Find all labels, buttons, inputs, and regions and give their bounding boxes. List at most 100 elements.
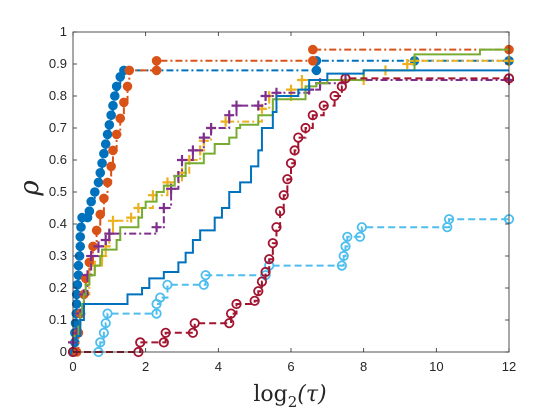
data-point: [231, 100, 242, 111]
data-point: [282, 174, 293, 185]
data-point: [198, 132, 209, 143]
data-point: [354, 231, 366, 242]
y-tick-label: 0.9: [49, 56, 67, 71]
data-point: [160, 327, 171, 338]
y-tick-label: 0: [60, 344, 67, 359]
data-point: [86, 251, 97, 261]
data-point: [402, 59, 413, 69]
data-point: [256, 276, 268, 287]
data-point: [119, 97, 129, 108]
data-point: [158, 337, 169, 348]
series-line: [73, 218, 509, 353]
data-point: [102, 177, 113, 188]
data-point: [267, 238, 278, 249]
data-point: [99, 148, 109, 159]
data-point: [224, 318, 235, 329]
data-point: [102, 129, 113, 140]
series-0: [68, 56, 514, 357]
data-point: [356, 222, 367, 233]
y-tick-label: 0.1: [49, 312, 67, 327]
x-tick-label: 6: [287, 359, 294, 374]
data-point: [307, 110, 318, 121]
data-point: [231, 298, 242, 310]
data-point: [115, 113, 126, 124]
data-point: [177, 155, 187, 165]
series-3: [68, 75, 514, 348]
data-point: [187, 145, 198, 156]
data-point: [253, 100, 264, 111]
series-line: [73, 48, 509, 337]
data-point: [296, 75, 307, 85]
y-tick-label: 0.6: [49, 152, 67, 167]
data-point: [224, 110, 235, 121]
data-point: [318, 100, 329, 111]
data-point: [158, 203, 169, 213]
data-point: [111, 129, 122, 140]
data-point: [100, 235, 111, 245]
data-point: [206, 123, 217, 133]
x-tick-label: 4: [215, 359, 222, 374]
data-point: [311, 65, 322, 76]
series-layer: [67, 44, 515, 358]
data-point: [443, 214, 455, 225]
data-point: [111, 81, 122, 92]
data-point: [108, 100, 118, 111]
data-point: [90, 187, 100, 197]
data-point: [98, 327, 109, 338]
data-point: [107, 215, 118, 226]
y-tick-label: 0.4: [49, 216, 67, 231]
x-tick-label: 12: [502, 359, 516, 374]
x-tick-label: 2: [142, 359, 149, 374]
series-5: [67, 214, 515, 358]
data-point: [100, 318, 111, 329]
data-point: [308, 56, 318, 66]
data-point: [285, 158, 297, 169]
data-point: [187, 327, 198, 338]
data-point: [274, 206, 286, 217]
x-axis-label-argument: (τ): [297, 382, 326, 407]
x-tick-label: 8: [360, 359, 367, 374]
y-tick-label: 1: [60, 24, 67, 39]
data-point: [336, 81, 347, 92]
y-tick-label: 0.7: [49, 120, 67, 135]
y-tick-label: 0.8: [49, 88, 67, 103]
data-point: [340, 241, 351, 252]
data-point: [104, 120, 115, 130]
series-7: [73, 69, 509, 347]
x-axis-label-subscript: 2: [288, 393, 298, 411]
data-point: [106, 161, 116, 172]
data-point: [271, 222, 282, 233]
data-point: [260, 266, 271, 278]
x-tick-label: 0: [69, 359, 76, 374]
data-point: [293, 132, 304, 143]
data-point: [151, 56, 162, 66]
x-axis-label-main: log: [253, 382, 287, 407]
data-point: [95, 337, 106, 348]
data-point: [249, 295, 260, 306]
y-tick-label: 0.2: [49, 280, 67, 295]
data-point: [225, 308, 237, 319]
data-point: [108, 145, 118, 156]
y-tick-label: 0.5: [49, 184, 67, 199]
data-point: [106, 110, 116, 120]
data-point: [97, 158, 107, 168]
data-point: [99, 193, 109, 204]
data-point: [155, 292, 166, 303]
data-point: [91, 225, 102, 236]
series-line: [73, 59, 509, 344]
series-4: [73, 48, 509, 337]
x-axis-label: log2(τ): [253, 382, 326, 411]
data-point: [124, 65, 135, 76]
data-point: [126, 212, 137, 223]
data-point: [278, 190, 289, 201]
data-point: [73, 260, 84, 271]
data-point: [253, 286, 264, 297]
data-point: [93, 177, 104, 188]
data-point: [95, 168, 106, 178]
data-point: [135, 337, 146, 348]
data-point: [189, 318, 200, 329]
y-axis-label: ρ: [15, 180, 45, 197]
data-point: [198, 279, 209, 290]
series-line: [73, 69, 509, 347]
